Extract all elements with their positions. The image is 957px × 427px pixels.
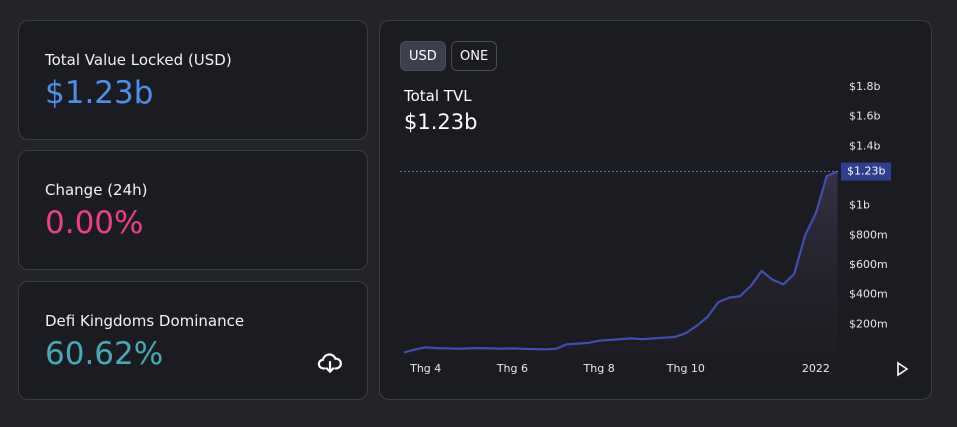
x-tick-label: Thg 6 [496,362,528,375]
download-icon[interactable] [317,350,343,376]
change-card: Change (24h) 0.00% [18,150,368,270]
y-tick-label: $1.6b [849,110,880,123]
y-tick-label: $1.8b [849,80,880,93]
usd-button[interactable]: USD [400,41,446,71]
y-tick-label: $800m [849,228,888,241]
chart: Total TVL $1.23b $200m $400m $600m $800m $1b… [400,80,909,377]
x-tick-label: Thg 10 [666,362,705,375]
y-tick-label: $200m [849,317,888,330]
chart-card: USD ONE Total TVL $1.23b $200m $400m $600m… [379,20,932,400]
play-button[interactable] [897,361,909,377]
card-label: Change (24h) [45,181,148,199]
chart-subtitle: $1.23b [404,110,477,134]
card-value: 60.62% [45,336,164,372]
card-label: Total Value Locked (USD) [45,51,232,69]
one-button[interactable]: ONE [451,41,498,71]
chart-title: Total TVL [403,87,472,105]
y-tick-label: $1.4b [849,139,880,152]
current-label: $1.23b [847,165,885,178]
tvl-card: Total Value Locked (USD) $1.23b [18,20,368,140]
card-label: Defi Kingdoms Dominance [45,312,245,330]
card-value: $1.23b [45,75,154,111]
y-tick-label: $600m [849,258,888,271]
card-value: 0.00% [45,205,144,241]
x-tick-label: 2022 [802,362,830,375]
x-tick-label: Thg 4 [409,362,441,375]
y-tick-label: $1b [849,199,870,212]
current-badge [841,162,891,181]
line [403,170,839,354]
area [404,171,838,354]
dominance-card: Defi Kingdoms Dominance 60.62% [18,281,368,400]
x-tick-label: Thg 8 [583,362,615,375]
y-tick-label: $400m [849,288,888,301]
